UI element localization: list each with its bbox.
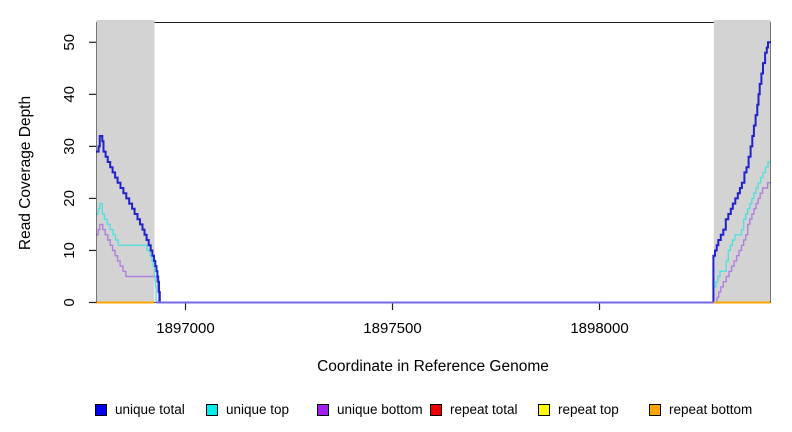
series-unique-top bbox=[713, 161, 771, 304]
legend-swatch-icon bbox=[538, 403, 550, 416]
legend-item-repeat-total: repeat total bbox=[430, 402, 518, 417]
legend-swatch-icon bbox=[95, 403, 107, 416]
legend-swatch-icon bbox=[317, 403, 329, 416]
x-axis-title: Coordinate in Reference Genome bbox=[317, 358, 549, 375]
series-unique-total bbox=[712, 41, 771, 304]
x-tick-label: 1897500 bbox=[363, 320, 421, 337]
legend-item-unique-bottom: unique bottom bbox=[317, 402, 423, 417]
legend-item-repeat-bottom: repeat bottom bbox=[649, 402, 752, 417]
repeat-region bbox=[713, 20, 771, 303]
legend-label: repeat total bbox=[450, 402, 518, 417]
y-tick-label: 50 bbox=[61, 34, 78, 51]
legend-item-unique-top: unique top bbox=[206, 402, 289, 417]
legend-label: repeat top bbox=[558, 402, 619, 417]
y-tick-label: 30 bbox=[61, 138, 78, 155]
legend-swatch-icon bbox=[206, 403, 218, 416]
legend-label: unique bottom bbox=[337, 402, 423, 417]
legend-label: unique top bbox=[226, 402, 290, 417]
legend-label: unique total bbox=[115, 402, 185, 417]
series-unique-total bbox=[96, 135, 161, 303]
x-tick-label: 1897000 bbox=[156, 320, 214, 337]
y-tick-label: 10 bbox=[61, 242, 78, 259]
legend-swatch-icon bbox=[649, 403, 661, 416]
y-tick-label: 20 bbox=[61, 190, 78, 207]
series-unique-bottom bbox=[715, 182, 771, 304]
y-axis-title: Read Coverage Depth bbox=[17, 95, 34, 251]
y-tick-label: 0 bbox=[61, 298, 78, 306]
series-unique-top bbox=[96, 202, 157, 303]
x-tick-label: 1898000 bbox=[570, 320, 628, 337]
repeat-region bbox=[96, 20, 155, 303]
plot-box bbox=[96, 22, 771, 303]
legend-item-repeat-top: repeat top bbox=[538, 402, 619, 417]
legend-swatch-icon bbox=[430, 403, 442, 416]
legend-item-unique-total: unique total bbox=[95, 402, 185, 417]
legend-label: repeat bottom bbox=[669, 402, 753, 417]
y-tick-label: 40 bbox=[61, 86, 78, 103]
